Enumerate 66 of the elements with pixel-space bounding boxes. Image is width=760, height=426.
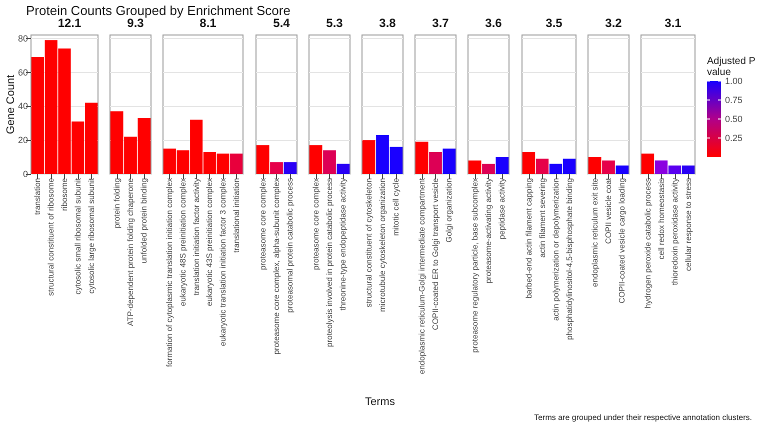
x-tick-label: COPII-coated vesicle cargo loading (617, 178, 626, 304)
x-tick-label: eukaryotic 43S preinitiation complex (206, 178, 215, 306)
y-tick-label: 40 (18, 101, 28, 112)
x-tick-label: ribosome (60, 177, 69, 211)
y-tick-label: 20 (18, 135, 28, 146)
x-tick-label: COPII vesicle coat (604, 177, 613, 244)
x-tick-label: barbed-end actin filament capping (524, 178, 533, 299)
x-tick-label: unfolded protein binding (140, 178, 149, 264)
x-tick-label: actin filament severing (537, 178, 546, 258)
x-tick-label: actin polymerization or depolymerization (550, 178, 560, 321)
x-tick-label: cellular response to stress (684, 178, 693, 271)
x-tick-label: proteolysis involved in protein catabolic process (324, 178, 334, 347)
x-tick-label: proteasome-activating activity (484, 178, 494, 284)
chart-title: 12.1 (58, 16, 82, 30)
x-tick-label: translation (33, 178, 42, 215)
color-bar-label: 1.00 (725, 76, 743, 86)
y-axis-title: Gene Count (5, 74, 17, 134)
x-tick-label: eukaryotic translation initiation factor 3 complex (218, 178, 228, 346)
x-tick-label: protein folding (112, 178, 122, 228)
chart-title: 3.7 (432, 16, 450, 30)
x-tick-label: Golgi organization (444, 178, 454, 242)
bar (230, 154, 243, 174)
chart-title: 9.3 (127, 16, 144, 30)
x-tick-label: eukaryotic 48S preinitiation complex (178, 178, 188, 306)
y-tick-label: 0 (22, 169, 28, 179)
chart-title: 3.5 (545, 16, 562, 30)
x-tick-label: proteasome core complex (258, 178, 267, 270)
text: Terms (364, 396, 396, 408)
x-tick-label: COPII-coated ER to Golgi transport vesicle (431, 177, 440, 330)
x-tick-label: ATP-dependent protein folding chaperone (126, 177, 136, 326)
chart-title: 8.1 (200, 16, 218, 30)
x-tick-label: proteasome regulatory particle, base subcomplex (470, 178, 480, 353)
x-tick-label: proteasome core complex (311, 178, 320, 270)
color-bar-label: 0.75 (725, 95, 743, 105)
x-tick-label: peptidase activity (498, 178, 508, 240)
x-tick-label: cytosolic large ribosomal subunit (86, 177, 96, 294)
text: Protein Counts Grouped by Enrichment Score (26, 3, 290, 18)
chart-title: 3.8 (379, 16, 396, 30)
x-tick-label: mitotic cell cycle (392, 177, 401, 236)
y-tick-label: 60 (18, 67, 28, 78)
color-bar-label: 0.25 (725, 133, 743, 143)
x-tick-label: formation of cytoplasmic translation initiation complex (166, 178, 175, 367)
x-tick-label: proteasomal protein catabolic process (285, 178, 294, 313)
chart-title: 5.4 (272, 16, 290, 30)
x-tick-label: hydrogen peroxide catabolic process (643, 178, 652, 308)
x-tick-label: proteasome core complex, alpha-subunit complex (272, 178, 281, 355)
x-tick-label: translation initiation factor activity (192, 178, 202, 296)
color-bar-label: 0.50 (725, 114, 743, 124)
text: Terms are grouped under their respective annotation clusters. (534, 413, 752, 422)
x-tick-label: thioredoxin peroxidase activity (670, 178, 680, 286)
x-tick-label: structural constituent of ribosome (46, 177, 56, 296)
x-tick-label: phosphatidylinositol-4,5-bisphosphate binding (564, 178, 574, 340)
chart-title: 3.6 (486, 16, 503, 30)
x-tick-label: structural constituent of cytoskeleton (364, 178, 374, 308)
chart-title: 5.3 (326, 16, 343, 30)
x-tick-label: cell redox homeostasis (656, 178, 666, 260)
color-bar-title: Adjusted P value (707, 56, 758, 78)
x-tick-label: endoplasmic reticulum exit site (590, 177, 600, 287)
chart-title: 3.1 (664, 16, 682, 30)
x-tick-label: cytosolic small ribosomal subunit (73, 177, 82, 294)
x-tick-label: endoplasmic reticulum-Golgi intermediate compartment (418, 177, 427, 374)
x-tick-label: microtubule cytoskeleton organization (378, 178, 387, 312)
chart-title: 3.2 (604, 16, 622, 30)
x-tick-label: threonine-type endopeptidase activity (338, 178, 348, 311)
y-tick-label: 80 (18, 33, 28, 44)
x-tick-label: translational initiation (232, 178, 242, 253)
